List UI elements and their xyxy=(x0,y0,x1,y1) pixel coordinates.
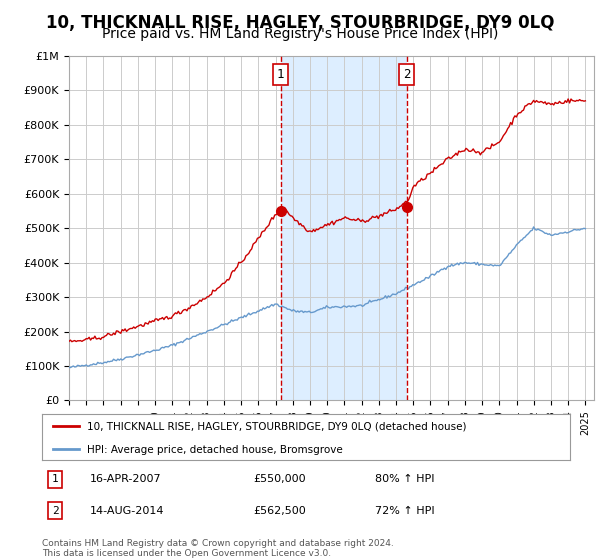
Text: 10, THICKNALL RISE, HAGLEY, STOURBRIDGE, DY9 0LQ: 10, THICKNALL RISE, HAGLEY, STOURBRIDGE,… xyxy=(46,14,554,32)
Text: 1: 1 xyxy=(52,474,59,484)
Text: Price paid vs. HM Land Registry's House Price Index (HPI): Price paid vs. HM Land Registry's House … xyxy=(102,27,498,41)
Bar xyxy=(281,56,407,400)
Text: 1: 1 xyxy=(277,68,284,81)
Text: 2: 2 xyxy=(403,68,410,81)
Text: 16-APR-2007: 16-APR-2007 xyxy=(89,474,161,484)
Text: 14-AUG-2014: 14-AUG-2014 xyxy=(89,506,164,516)
Text: £550,000: £550,000 xyxy=(253,474,306,484)
Text: 72% ↑ HPI: 72% ↑ HPI xyxy=(374,506,434,516)
Text: Contains HM Land Registry data © Crown copyright and database right 2024.
This d: Contains HM Land Registry data © Crown c… xyxy=(42,539,394,558)
Text: 10, THICKNALL RISE, HAGLEY, STOURBRIDGE, DY9 0LQ (detached house): 10, THICKNALL RISE, HAGLEY, STOURBRIDGE,… xyxy=(87,422,466,432)
Text: 80% ↑ HPI: 80% ↑ HPI xyxy=(374,474,434,484)
Text: £562,500: £562,500 xyxy=(253,506,306,516)
Text: 2: 2 xyxy=(52,506,59,516)
Text: HPI: Average price, detached house, Bromsgrove: HPI: Average price, detached house, Brom… xyxy=(87,445,343,455)
